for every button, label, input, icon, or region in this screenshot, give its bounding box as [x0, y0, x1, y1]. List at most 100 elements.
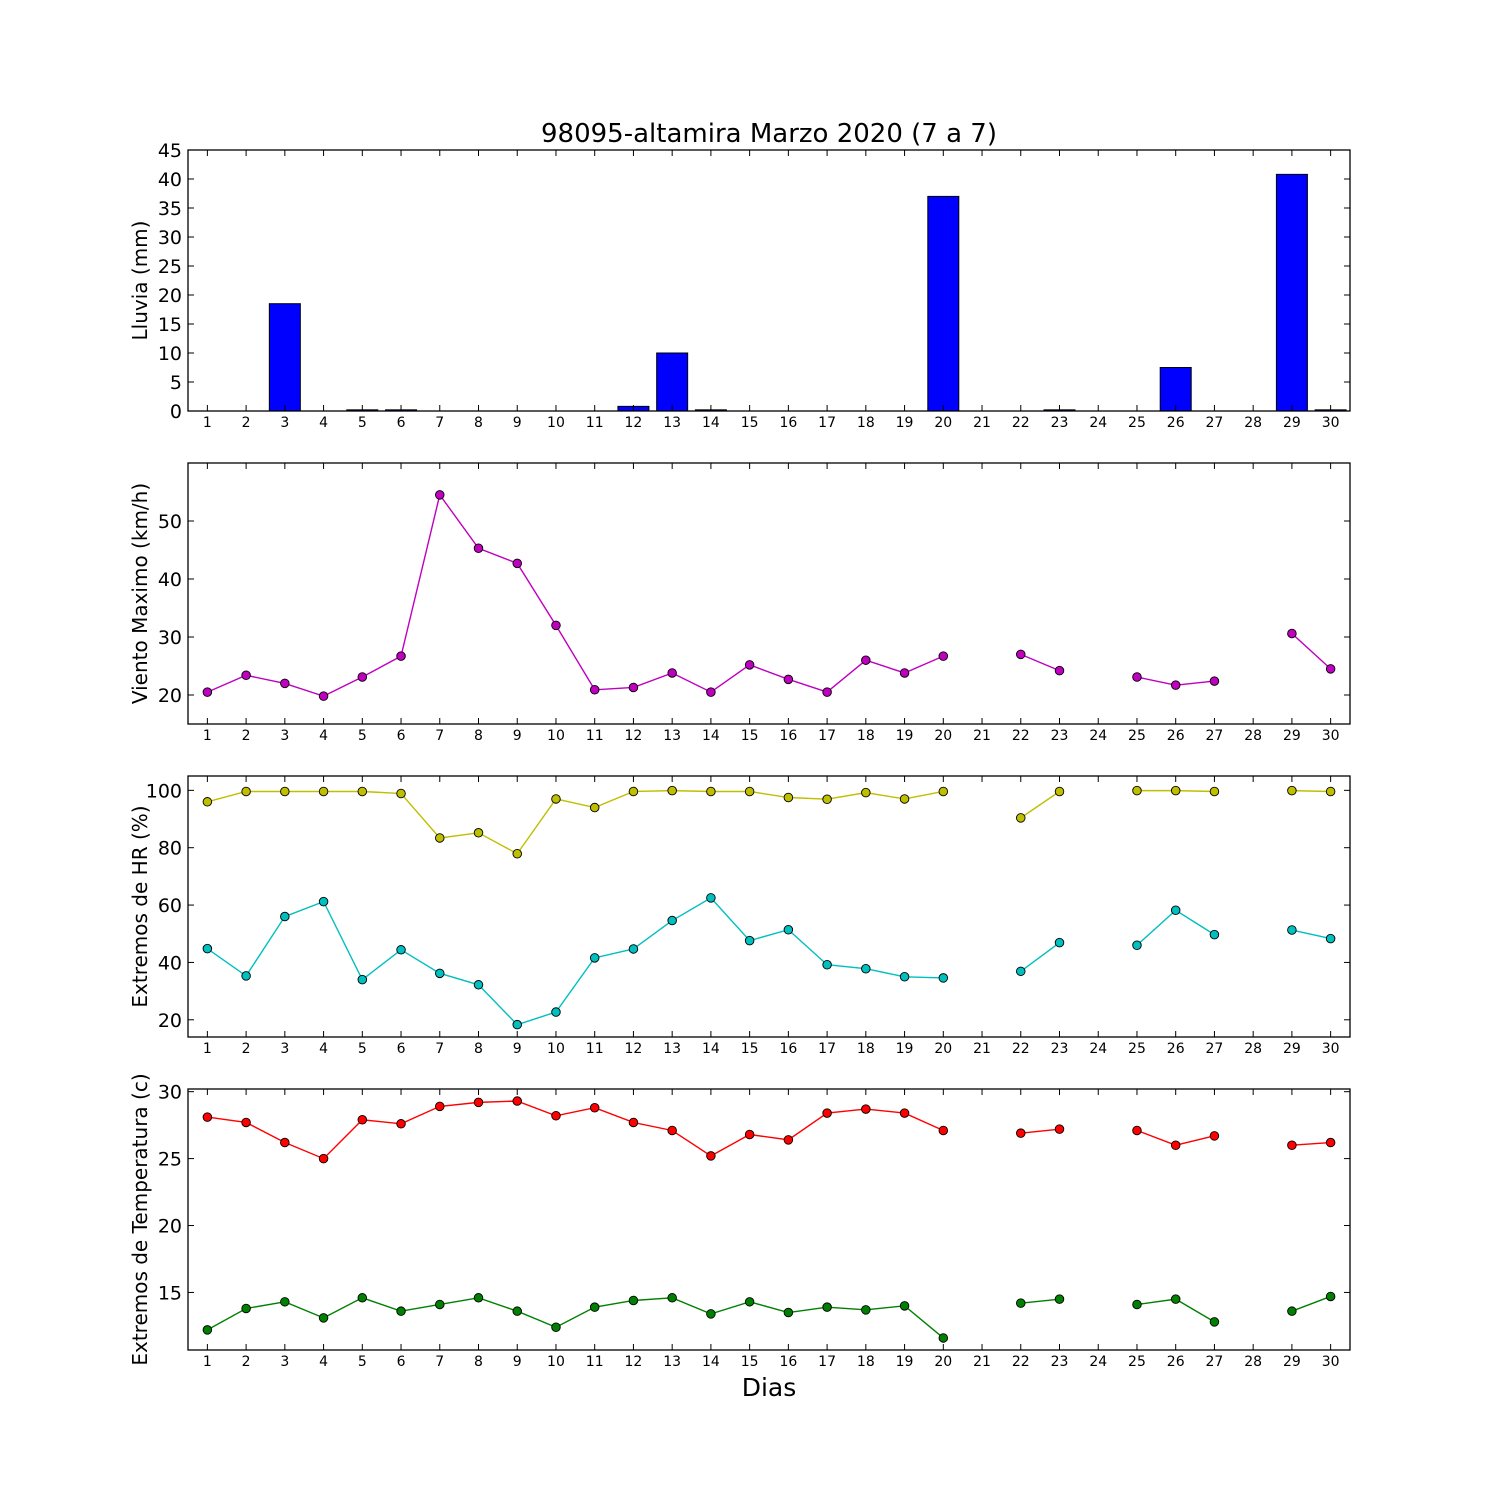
series-2-point-day-9 — [512, 1306, 522, 1316]
x-tick-label: 27 — [1206, 415, 1224, 431]
series-1-point-day-23 — [1054, 665, 1065, 676]
x-tick-label: 30 — [1322, 415, 1340, 431]
y-tick-label: 60 — [158, 895, 182, 917]
series-1-point-day-9 — [512, 558, 522, 569]
series-1-point-day-26 — [1170, 1140, 1181, 1150]
x-tick-label: 20 — [934, 1354, 952, 1370]
series-1-point-day-3 — [280, 678, 290, 689]
x-tick-label: 2 — [242, 1041, 251, 1057]
series-1-line-segment — [1291, 633, 1332, 670]
series-2-point-day-30 — [1325, 1291, 1336, 1302]
x-tick-label: 25 — [1128, 415, 1146, 431]
series-2-point-day-20 — [938, 1333, 949, 1343]
series-1-point-day-2 — [241, 1117, 251, 1128]
x-tick-label: 5 — [358, 415, 367, 431]
series-2-point-day-20 — [938, 973, 949, 983]
x-tick-label: 16 — [779, 1041, 797, 1057]
series-1-point-day-18 — [861, 655, 871, 665]
y-tick-label: 40 — [158, 169, 182, 191]
y-tick-label: 10 — [158, 343, 182, 365]
series-2-point-day-26 — [1170, 905, 1181, 915]
y-tick-label: 45 — [158, 140, 182, 162]
y-tick-label: 25 — [158, 256, 182, 278]
series-1-point-day-16 — [783, 674, 794, 685]
series-2-point-day-22 — [1016, 1298, 1026, 1308]
x-tick-label: 29 — [1283, 728, 1301, 744]
series-1-point-day-8 — [473, 543, 484, 554]
series-2-point-day-10 — [551, 1322, 561, 1332]
x-tick-label: 14 — [702, 415, 720, 431]
series-2-point-day-19 — [899, 1301, 910, 1311]
series-1-point-day-22 — [1016, 813, 1026, 823]
series-1-point-day-5 — [357, 672, 368, 682]
series-2-point-day-25 — [1132, 1299, 1142, 1310]
x-tick-label: 28 — [1244, 1354, 1262, 1370]
x-tick-label: 17 — [818, 1354, 836, 1370]
series-2-point-day-16 — [783, 924, 794, 935]
x-tick-label: 19 — [896, 1041, 914, 1057]
x-tick-label: 25 — [1128, 728, 1146, 744]
x-tick-label: 21 — [973, 1354, 991, 1370]
series-1-line-segment — [1020, 790, 1060, 819]
series-1-point-day-10 — [551, 794, 561, 804]
series-1-point-day-15 — [744, 786, 755, 797]
series-1-point-day-29 — [1287, 785, 1297, 796]
bar-day-26 — [1159, 367, 1192, 412]
x-tick-label: 13 — [663, 728, 681, 744]
series-1-line-segment — [207, 493, 944, 697]
series-1-point-day-13 — [667, 668, 677, 678]
x-tick-label: 19 — [896, 1354, 914, 1370]
y-tick-label: 5 — [170, 372, 182, 394]
x-tick-label: 1 — [203, 415, 212, 431]
x-tick-label: 27 — [1206, 1354, 1224, 1370]
x-tick-label: 15 — [741, 415, 759, 431]
x-tick-label: 5 — [358, 1041, 367, 1057]
x-tick-label: 5 — [358, 728, 367, 744]
x-tick-label: 9 — [513, 1354, 522, 1370]
x-tick-label: 22 — [1012, 1041, 1030, 1057]
series-1-point-day-12 — [628, 1117, 639, 1128]
series-2-point-day-15 — [744, 935, 755, 946]
y-tick-label: 50 — [158, 511, 182, 533]
series-1-point-day-1 — [202, 687, 213, 697]
y-tick-label: 25 — [158, 1149, 182, 1171]
series-1-point-day-20 — [938, 786, 949, 797]
x-tick-label: 13 — [663, 1041, 681, 1057]
x-tick-label: 8 — [474, 415, 483, 431]
y-axis-label: Viento Maximo (km/h) — [128, 483, 152, 704]
series-1-point-day-6 — [396, 788, 406, 799]
series-1-line-segment — [1291, 789, 1331, 793]
x-tick-label: 14 — [702, 728, 720, 744]
series-2-line-segment — [207, 1297, 944, 1339]
series-2-point-day-23 — [1054, 937, 1065, 948]
series-1-point-day-6 — [396, 651, 406, 661]
series-2-point-day-1 — [202, 1325, 213, 1335]
x-tick-label: 4 — [319, 1354, 328, 1370]
series-2-point-day-11 — [589, 953, 600, 963]
series-1-point-day-20 — [938, 651, 949, 661]
x-tick-label: 8 — [474, 1041, 483, 1057]
x-tick-label: 21 — [973, 415, 991, 431]
x-tick-label: 19 — [896, 415, 914, 431]
x-tick-label: 30 — [1322, 728, 1340, 744]
x-tick-label: 6 — [397, 1041, 406, 1057]
series-1-point-day-2 — [241, 670, 251, 681]
x-tick-label: 15 — [741, 1041, 759, 1057]
x-tick-label: 1 — [203, 1354, 212, 1370]
chart-title: 98095-altamira Marzo 2020 (7 a 7) — [541, 119, 997, 149]
y-axis-label: Lluvia (mm) — [128, 221, 152, 341]
series-1-point-day-19 — [899, 668, 910, 678]
series-2-line-segment — [1136, 909, 1215, 946]
series-1-point-day-6 — [396, 1119, 406, 1129]
x-tick-label: 10 — [547, 728, 565, 744]
x-tick-label: 23 — [1051, 1354, 1069, 1370]
series-2-point-day-18 — [861, 1305, 871, 1315]
series-1-line-segment — [1020, 1128, 1060, 1134]
x-tick-label: 14 — [702, 1041, 720, 1057]
y-tick-label: 20 — [158, 1010, 182, 1032]
series-1-point-day-18 — [861, 1104, 871, 1114]
series-1-point-day-20 — [938, 1125, 949, 1136]
series-2-point-day-8 — [473, 1293, 484, 1303]
series-2-point-day-27 — [1209, 929, 1220, 940]
series-1-point-day-9 — [512, 1096, 522, 1106]
